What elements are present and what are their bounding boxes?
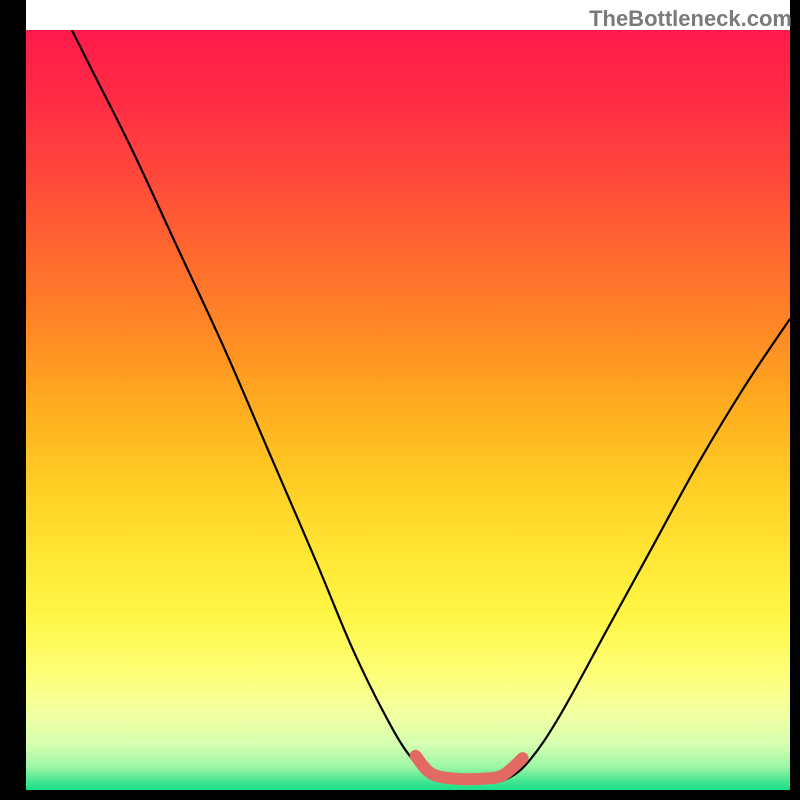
bottleneck-chart: TheBottleneck.com	[0, 0, 800, 800]
plot-area	[26, 30, 790, 790]
border-bottom	[0, 790, 800, 800]
watermark-text: TheBottleneck.com	[589, 6, 792, 32]
border-right	[790, 0, 800, 800]
curve-highlight	[416, 756, 523, 779]
curve-main	[72, 30, 790, 783]
chart-svg	[26, 30, 790, 790]
border-left	[0, 0, 26, 800]
